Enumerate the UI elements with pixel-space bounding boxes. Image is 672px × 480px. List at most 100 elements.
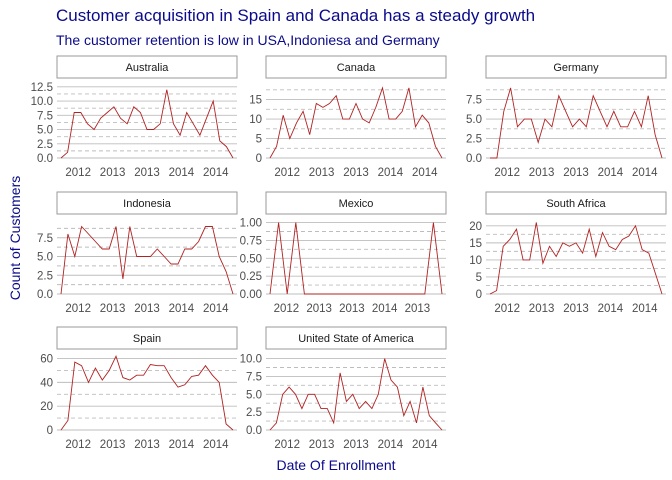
strip-united-state-of-america xyxy=(265,326,447,350)
x-tick-label-germany: 2014 xyxy=(632,167,658,179)
x-tick-label-indonesia: 2013 xyxy=(100,303,126,315)
x-tick-label-spain: 2014 xyxy=(169,439,195,451)
y-tick-label-south-africa: 10 xyxy=(469,255,482,267)
strip-indonesia xyxy=(56,191,238,215)
x-tick-label-indonesia: 2014 xyxy=(203,303,229,315)
y-tick-label-australia: 12.5 xyxy=(31,82,53,94)
x-tick-label-canada: 2013 xyxy=(343,167,369,179)
y-tick-label-south-africa: 0 xyxy=(476,289,482,301)
x-tick-label-canada: 2013 xyxy=(309,167,335,179)
panel-canada: Canada 0 5 10 15 2012 2013 2013 2014 2014 xyxy=(249,55,447,179)
x-tick-label-canada: 2014 xyxy=(412,167,438,179)
panel-indonesia: Indonesia 0.0 2.5 5.0 7.5 2012 2013 2013 2014 201… xyxy=(37,191,238,315)
strip-label-south-africa: South Africa xyxy=(546,198,606,210)
y-tick-label-australia: 5.0 xyxy=(37,125,53,137)
x-tick-label-united-state-of-america: 2013 xyxy=(343,439,369,451)
x-tick-label-mexico: 2013 xyxy=(306,303,332,315)
strip-label-australia: Australia xyxy=(126,62,170,74)
y-tick-label-indonesia: 0.0 xyxy=(37,289,53,301)
x-tick-label-australia: 2014 xyxy=(203,167,229,179)
x-tick-label-spain: 2012 xyxy=(65,439,91,451)
strip-canada xyxy=(265,55,447,79)
y-tick-label-australia: 10.0 xyxy=(31,96,53,108)
x-tick-label-canada: 2014 xyxy=(378,167,404,179)
series-line-south-africa xyxy=(489,222,663,295)
strip-label-indonesia: Indonesia xyxy=(123,198,172,210)
chart-title: Customer acquisition in Spain and Canada… xyxy=(56,6,536,25)
x-tick-label-indonesia: 2014 xyxy=(169,303,195,315)
y-tick-label-mexico: 0.50 xyxy=(240,253,262,265)
y-tick-label-germany: 2.5 xyxy=(466,134,482,146)
strip-label-germany: Germany xyxy=(553,62,599,74)
strip-label-mexico: Mexico xyxy=(339,198,374,210)
y-tick-label-canada: 0 xyxy=(256,153,262,165)
y-tick-label-mexico: 1.00 xyxy=(240,218,262,230)
y-tick-label-germany: 7.5 xyxy=(466,95,482,107)
strip-label-canada: Canada xyxy=(337,62,376,74)
y-tick-label-australia: 0.0 xyxy=(37,153,53,165)
x-tick-label-united-state-of-america: 2013 xyxy=(309,439,335,451)
y-tick-label-australia: 2.5 xyxy=(37,139,53,151)
y-tick-label-united-state-of-america: 0.0 xyxy=(246,425,262,437)
x-tick-label-australia: 2013 xyxy=(100,167,126,179)
x-tick-label-spain: 2014 xyxy=(203,439,229,451)
panel-united-state-of-america: United State of America 0.0 2.5 5.0 7.5 10.0 2… xyxy=(240,326,447,451)
x-tick-label-spain: 2013 xyxy=(134,439,160,451)
y-tick-label-mexico: 0.25 xyxy=(240,271,262,283)
strip-germany xyxy=(485,55,667,79)
y-tick-label-spain: 40 xyxy=(40,377,53,389)
panel-germany: Germany 0.0 2.5 5.0 7.5 2012 2013 2013 2014 2014 xyxy=(466,55,667,179)
x-axis-label: Date Of Enrollment xyxy=(276,457,396,473)
panel-mexico: Mexico 0.00 0.25 0.50 0.75 1.00 2012 2013 2013 20… xyxy=(240,191,447,315)
y-tick-label-germany: 0.0 xyxy=(466,153,482,165)
strip-label-united-state-of-america: United State of America xyxy=(298,333,414,345)
x-tick-label-south-africa: 2013 xyxy=(563,303,589,315)
y-tick-label-spain: 20 xyxy=(40,401,53,413)
y-tick-label-spain: 0 xyxy=(47,425,53,437)
strip-mexico xyxy=(265,191,447,215)
x-tick-label-germany: 2012 xyxy=(494,167,520,179)
x-tick-label-indonesia: 2013 xyxy=(134,303,160,315)
series-line-germany xyxy=(490,87,663,159)
series-line-australia xyxy=(60,89,234,159)
y-axis-label: Count of Customers xyxy=(7,175,23,301)
y-tick-label-united-state-of-america: 5.0 xyxy=(246,389,262,401)
x-tick-label-united-state-of-america: 2014 xyxy=(378,439,404,451)
x-tick-label-united-state-of-america: 2014 xyxy=(412,439,438,451)
y-tick-label-united-state-of-america: 10.0 xyxy=(240,354,262,366)
y-tick-label-indonesia: 2.5 xyxy=(37,270,53,282)
x-tick-label-canada: 2012 xyxy=(274,167,300,179)
x-tick-label-mexico: 2014 xyxy=(372,303,398,315)
y-tick-label-south-africa: 5 xyxy=(476,272,482,284)
y-tick-label-canada: 10 xyxy=(249,114,262,126)
x-tick-label-germany: 2014 xyxy=(598,167,624,179)
y-tick-label-united-state-of-america: 7.5 xyxy=(246,371,262,383)
strip-label-spain: Spain xyxy=(133,333,161,345)
y-tick-label-south-africa: 15 xyxy=(469,238,482,250)
x-tick-label-south-africa: 2012 xyxy=(494,303,520,315)
x-tick-label-united-state-of-america: 2012 xyxy=(274,439,300,451)
y-tick-label-indonesia: 7.5 xyxy=(37,233,53,245)
y-tick-label-mexico: 0.00 xyxy=(240,289,262,301)
strip-australia xyxy=(56,55,238,79)
x-tick-label-south-africa: 2013 xyxy=(529,303,555,315)
series-line-canada xyxy=(269,86,443,159)
series-line-mexico xyxy=(269,222,443,295)
y-tick-label-indonesia: 5.0 xyxy=(37,252,53,264)
x-tick-label-australia: 2013 xyxy=(134,167,160,179)
y-tick-label-canada: 15 xyxy=(249,95,262,107)
y-tick-label-germany: 5.0 xyxy=(466,114,482,126)
chart-subtitle: The customer retention is low in USA,Ind… xyxy=(56,32,440,48)
strip-spain xyxy=(56,326,238,350)
y-tick-label-mexico: 0.75 xyxy=(240,235,262,247)
y-tick-label-spain: 60 xyxy=(40,354,53,366)
y-tick-label-united-state-of-america: 2.5 xyxy=(246,407,262,419)
x-tick-label-mexico: 2013 xyxy=(339,303,365,315)
x-tick-label-south-africa: 2014 xyxy=(632,303,658,315)
series-line-spain xyxy=(60,354,234,431)
x-tick-label-spain: 2013 xyxy=(100,439,126,451)
x-tick-label-germany: 2013 xyxy=(529,167,555,179)
panel-australia: Australia 0.0 2.5 5.0 7.5 10.0 12.5 2012 2013 201… xyxy=(31,55,238,179)
x-tick-label-indonesia: 2012 xyxy=(65,303,91,315)
